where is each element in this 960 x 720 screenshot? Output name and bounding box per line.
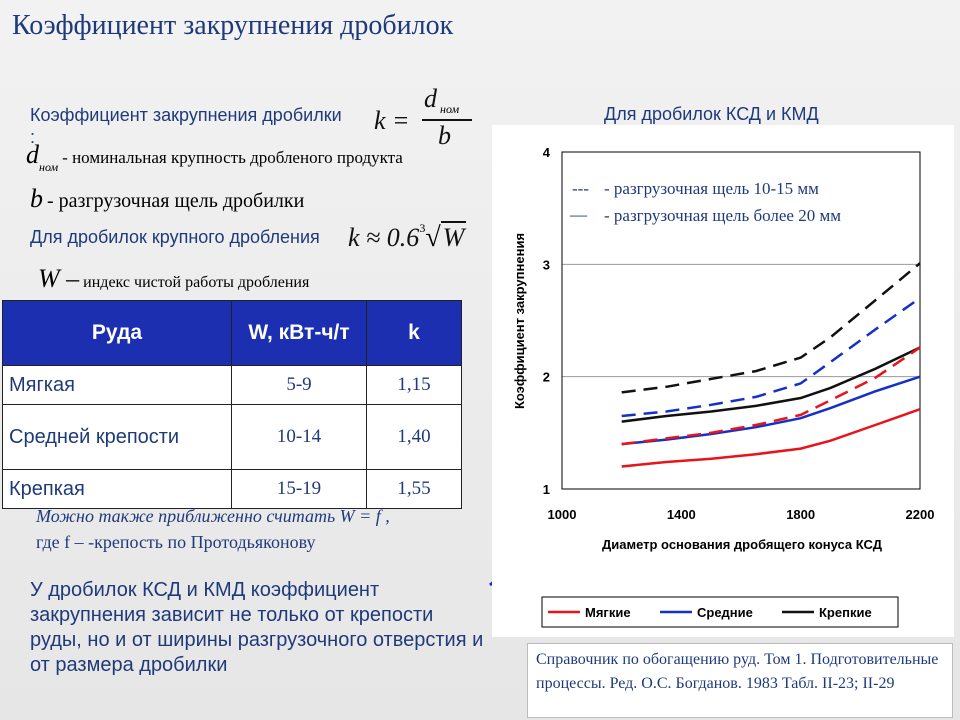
series-legend-box	[541, 596, 899, 628]
fraction-bar	[422, 119, 472, 121]
y-tick-label: 1	[543, 482, 550, 497]
series-line-dashed	[621, 262, 921, 394]
chart-heading: Для дробилок КСД и КМД	[604, 104, 819, 124]
row-name: Крепкая	[2, 469, 232, 509]
row-w: 15-19	[231, 469, 367, 509]
crusher-chart: 1 2 3 4 1000 1400 1800 2200 Коэффициент закруп…	[492, 125, 954, 637]
table-row: Средней крепости 10-14 1,40	[2, 404, 462, 470]
table-header-row: Руда W, кВт-ч/т k	[2, 300, 462, 366]
y-tick-label: 2	[543, 370, 550, 385]
y-axis-label: Коэффициент закрупнения	[512, 233, 527, 409]
formula-numerator-sub: ном	[440, 102, 460, 116]
style-legend-solid-text: - разгрузочная щель более 20 мм	[604, 206, 841, 225]
x-tick-label: 1400	[667, 507, 696, 522]
legend-label-soft: Мягкие	[585, 605, 631, 620]
y-tick-label: 3	[543, 257, 550, 272]
row-w: 5-9	[231, 365, 367, 405]
row-k: 1,55	[366, 469, 462, 509]
row-k: 1,15	[366, 365, 462, 405]
x-tick-label: 2200	[906, 507, 935, 522]
d-definition: dном - номинальная крупность дробленого …	[26, 140, 403, 174]
formula-numerator: d	[424, 84, 437, 113]
page-title: Коэффициент закрупнения дробилок	[12, 10, 454, 41]
chart-background	[492, 125, 954, 637]
d-description: - номинальная крупность дробленого проду…	[62, 148, 403, 167]
b-definition: b - разгрузочная щель дробилки	[30, 184, 304, 214]
reference-text: Справочник по обогащению руд. Том 1. Под…	[536, 651, 939, 692]
bottom-note: У дробилок КСД и КМД коэффициент закрупн…	[30, 579, 484, 676]
style-legend-solid-symbol: —	[569, 205, 588, 224]
series-line-dashed	[621, 346, 921, 446]
header-k: k	[366, 300, 462, 366]
legend-label-medium: Средние	[697, 605, 753, 620]
style-legend-dashed-symbol: ---	[572, 179, 589, 198]
reference-box: Справочник по обогащению руд. Том 1. Под…	[527, 643, 953, 718]
coarse-formula-prefix: k ≈ 0.6	[348, 223, 420, 252]
legend-label-hard: Крепкие	[819, 605, 872, 620]
series-line-dashed	[621, 296, 921, 418]
row-name: Средней крепости	[2, 404, 232, 470]
root-argument: W	[440, 221, 467, 252]
series-legend: Мягкие Средние Крепкие	[541, 596, 899, 628]
x-tick-label: 1000	[548, 507, 577, 522]
y-tick-label: 4	[543, 145, 551, 160]
chart-series	[621, 262, 921, 468]
row-k: 1,40	[366, 404, 462, 470]
row-name: Мягкая	[2, 365, 232, 405]
definition-formula: k = d ном b	[374, 84, 484, 156]
formula-lhs: k =	[374, 106, 410, 135]
coarse-formula: k ≈ 0.63√W	[348, 221, 467, 254]
style-legend: --- - разгрузочная щель 10-15 мм — - раз…	[569, 179, 841, 225]
b-symbol: b	[30, 184, 43, 213]
x-axis-label: Диаметр основания дробящего конуса КСД	[602, 537, 883, 552]
header-w: W, кВт-ч/т	[231, 300, 367, 366]
series-line-solid	[621, 346, 921, 423]
ore-table: Руда W, кВт-ч/т k Мягкая 5-9 1,15 Средне…	[2, 300, 462, 509]
approx-note-line1: Можно также приближенно считать W = f ,	[36, 506, 390, 526]
x-ticks: 1000 1400 1800 2200	[548, 507, 935, 522]
style-legend-dashed-text: - разгрузочная щель 10-15 мм	[604, 179, 819, 198]
series-line-solid	[621, 408, 921, 468]
w-definition: W – индекс чистой работы дробления	[38, 264, 309, 294]
definition-label: Коэффициент закрупнения дробилки :	[30, 105, 342, 147]
d-symbol: d	[26, 140, 39, 169]
plot-frame	[561, 151, 921, 490]
row-w: 10-14	[231, 404, 367, 470]
table-row: Крепкая 15-19 1,55	[2, 469, 462, 509]
b-description: - разгрузочная щель дробилки	[47, 190, 305, 212]
approx-note-line2: где f – -крепость по Протодьяконову	[36, 532, 316, 552]
coarse-label: Для дробилок крупного дробления	[30, 227, 320, 247]
w-symbol: W –	[38, 264, 80, 293]
w-description: индекс чистой работы дробления	[83, 274, 310, 291]
d-subscript: ном	[39, 160, 59, 174]
root-sign: √	[425, 222, 441, 253]
formula-denominator: b	[438, 121, 451, 150]
header-ore: Руда	[2, 300, 232, 366]
y-ticks: 1 2 3 4	[543, 145, 551, 497]
x-tick-label: 1800	[786, 507, 815, 522]
table-row: Мягкая 5-9 1,15	[2, 365, 462, 405]
root-index: 3	[419, 221, 426, 235]
